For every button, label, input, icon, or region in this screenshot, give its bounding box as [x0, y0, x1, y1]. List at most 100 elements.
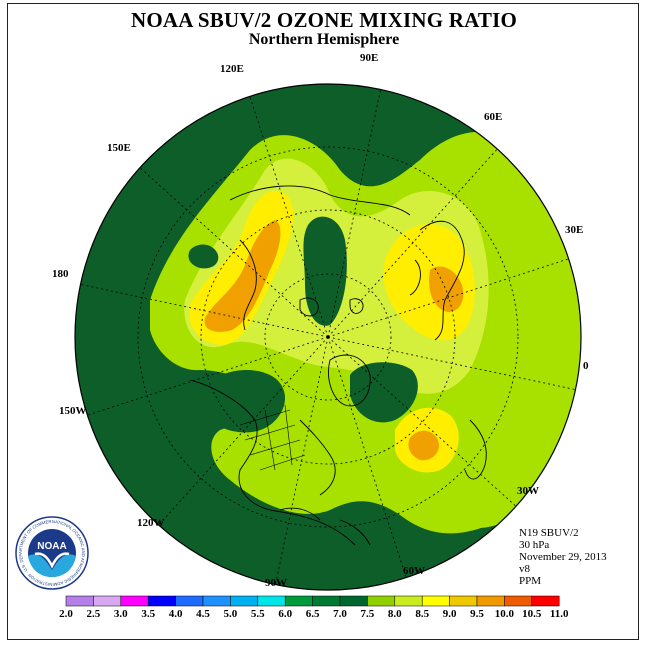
info-level: 30 hPa: [519, 539, 550, 551]
coast-europe: [409, 220, 465, 341]
color-scale-swatch: [449, 595, 478, 607]
page-title: NOAA SBUV/2 OZONE MIXING RATIO: [131, 8, 517, 32]
coastlines: [189, 185, 487, 546]
color-scale-swatch: [339, 595, 368, 607]
coast-north-america: [189, 379, 356, 546]
color-scale-label: 6.0: [278, 608, 293, 620]
latitude-circles: [137, 146, 519, 528]
color-scale-swatch: [421, 595, 450, 607]
lat-circle-30: [137, 146, 519, 528]
color-scale-label: 4.5: [196, 608, 210, 620]
color-scale-swatch: [284, 595, 313, 607]
color-scale-swatch: [202, 595, 231, 607]
color-scale-swatch: [175, 595, 204, 607]
color-scale-swatch: [120, 595, 149, 607]
coast-caribbean: [279, 507, 371, 546]
field-dark-greenland: [350, 362, 418, 423]
coast-arctic-islands: [299, 297, 364, 317]
lon-label-60e: 60E: [484, 111, 503, 123]
meridians: [80, 89, 576, 585]
color-scale-label: 11.0: [549, 608, 569, 620]
hemisphere-outline: [74, 83, 582, 591]
lon-label-90e: 90E: [360, 52, 379, 64]
color-scale-label: 6.5: [305, 608, 320, 620]
lon-label-120e: 120E: [220, 63, 244, 75]
product-info: N19 SBUV/2 30 hPa November 29, 2013 v8 P…: [519, 527, 607, 587]
lon-label-150e: 150E: [107, 142, 131, 154]
lon-label-150w: 150W: [59, 405, 87, 417]
logo-bird: [34, 552, 70, 569]
color-scale-label: 7.5: [360, 608, 375, 620]
meridian-line: [327, 89, 381, 338]
page-subtitle: Northern Hemisphere: [248, 31, 400, 48]
color-scale-swatch: [394, 595, 423, 607]
lon-label-60w: 60W: [403, 565, 425, 577]
meridian-line: [327, 258, 569, 338]
color-scale-swatch: [367, 595, 396, 607]
color-scale-label: 9.0: [442, 608, 457, 620]
info-units: PPM: [519, 575, 542, 587]
field-orange-east: [429, 266, 464, 312]
color-scale-swatch: [312, 595, 341, 607]
color-scale-label: 8.0: [387, 608, 402, 620]
field-dark-pacific: [188, 244, 219, 269]
meridian-line: [275, 336, 329, 585]
chart-frame: [7, 3, 639, 640]
meridian-line: [327, 336, 517, 507]
noaa-logo: NOAA NATIONAL OCEANIC AND ATMOSPHERIC AD…: [15, 516, 89, 590]
coast-greenland: [328, 354, 371, 407]
color-scale-label: 9.5: [470, 608, 484, 620]
field-dark-pole: [303, 216, 347, 326]
meridian-line: [327, 336, 407, 578]
coast-africa: [464, 419, 487, 480]
color-scale-label: 10.0: [494, 608, 515, 620]
lon-label-0: 0: [583, 360, 589, 372]
color-scale-swatch: [230, 595, 259, 607]
logo-seagull-wave: [28, 554, 76, 577]
info-version: v8: [519, 563, 530, 575]
info-satellite: N19 SBUV/2: [519, 527, 579, 539]
color-scale-label: 5.5: [250, 608, 265, 620]
color-scale-swatch: [531, 595, 560, 607]
color-scale-swatch: [65, 595, 94, 607]
color-scale-label: 7.0: [333, 608, 347, 620]
lat-circle-50: [200, 209, 456, 465]
lat-circle-70: [264, 273, 392, 401]
color-scale-label: 5.0: [223, 608, 238, 620]
color-scale-swatch: [257, 595, 286, 607]
color-scale-swatch: [476, 595, 505, 607]
meridian-line: [249, 96, 329, 338]
lon-label-30e: 30E: [565, 224, 584, 236]
meridian-line: [139, 167, 329, 338]
color-scale-label: 2.0: [59, 608, 73, 620]
logo-text: NOAA: [37, 541, 66, 552]
meridian-line: [80, 284, 329, 338]
lon-label-120w: 120W: [137, 517, 165, 529]
color-scale-label: 4.0: [168, 608, 183, 620]
us-state-lines: [239, 404, 306, 471]
info-date: November 29, 2013: [519, 551, 607, 563]
color-scale-swatch: [147, 595, 176, 607]
meridian-line: [158, 336, 329, 526]
color-scale-swatch: [93, 595, 122, 607]
color-scale-label: 2.5: [86, 608, 101, 620]
meridian-line: [87, 336, 329, 416]
color-scale-label: 8.5: [415, 608, 430, 620]
color-scale-label: 10.5: [522, 608, 542, 620]
color-scale-swatch: [504, 595, 533, 607]
meridian-line: [327, 336, 576, 390]
us-boundaries: [239, 404, 306, 471]
color-scale-label: 3.5: [141, 608, 156, 620]
lon-label-180: 180: [52, 268, 69, 280]
color-scale: [65, 595, 560, 607]
coast-asia: [229, 185, 411, 331]
lon-label-30w: 30W: [517, 485, 539, 497]
meridian-line: [327, 148, 498, 338]
lon-label-90w: 90W: [265, 577, 287, 589]
ozone-field: [75, 84, 581, 590]
color-scale-label: 3.0: [113, 608, 128, 620]
field-orange-atlantic: [408, 430, 439, 461]
field-dark-canada: [205, 370, 285, 433]
field-orange-west: [204, 220, 281, 332]
